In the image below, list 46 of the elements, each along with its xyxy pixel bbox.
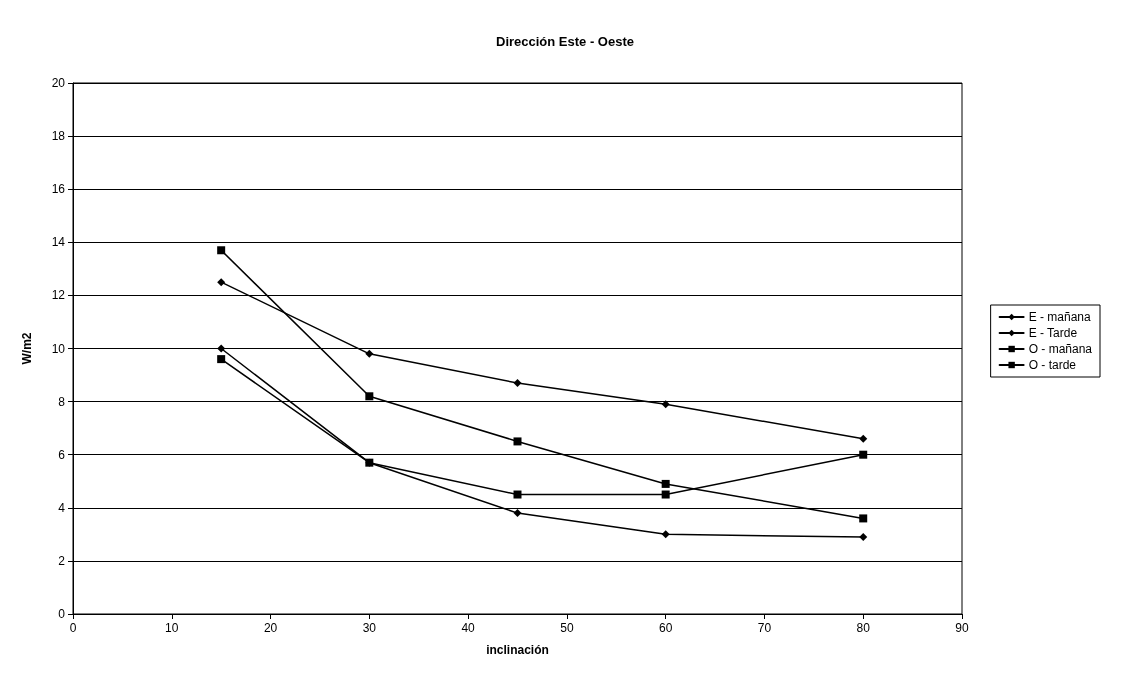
x-axis-title: inclinación	[486, 643, 549, 657]
point	[513, 509, 522, 518]
point	[513, 437, 522, 446]
x-tick-label: 60	[658, 621, 673, 635]
y-axis-title: W/m2	[20, 332, 34, 365]
point	[365, 349, 374, 358]
legend-label: E - mañana	[1028, 310, 1091, 324]
point	[217, 344, 226, 353]
point	[661, 400, 670, 409]
point	[513, 379, 522, 388]
point	[859, 514, 868, 523]
x-tick-label: 90	[955, 621, 969, 635]
point	[661, 530, 670, 539]
y-tick-label: 12	[51, 288, 66, 303]
point	[859, 450, 868, 459]
point	[513, 490, 522, 499]
y-tick-label: 20	[51, 76, 66, 90]
x-tick-label: 0	[69, 621, 77, 635]
x-tick-label: 50	[560, 621, 574, 635]
y-tick-label: 8	[58, 394, 66, 409]
point	[365, 392, 374, 401]
y-tick-label: 2	[58, 553, 66, 568]
x-tick-label: 70	[757, 621, 772, 635]
point	[217, 246, 226, 255]
x-tick-label: 10	[165, 621, 179, 635]
x-tick-label: 30	[362, 621, 377, 635]
y-tick-label: 18	[51, 129, 66, 144]
legend-label: O - mañana	[1028, 342, 1093, 356]
point	[859, 533, 868, 542]
legend-label: O - tarde	[1028, 358, 1077, 372]
x-tick-label: 20	[263, 621, 278, 635]
x-tick-label: 80	[856, 621, 871, 635]
x-tick-label: 40	[461, 621, 476, 635]
point	[217, 355, 226, 364]
y-tick-label: 4	[58, 500, 66, 515]
point	[661, 490, 670, 499]
y-tick-label: 6	[58, 447, 66, 462]
y-tick-label: 0	[58, 607, 66, 621]
y-tick-label: 10	[51, 341, 66, 356]
y-tick-label: 14	[51, 235, 66, 250]
y-tick-label: 16	[51, 182, 66, 197]
point	[859, 434, 868, 443]
chart-title: Dirección Este - Oeste	[496, 34, 634, 49]
point	[217, 278, 226, 287]
legend-label: E - Tarde	[1028, 326, 1078, 340]
point	[661, 479, 670, 488]
